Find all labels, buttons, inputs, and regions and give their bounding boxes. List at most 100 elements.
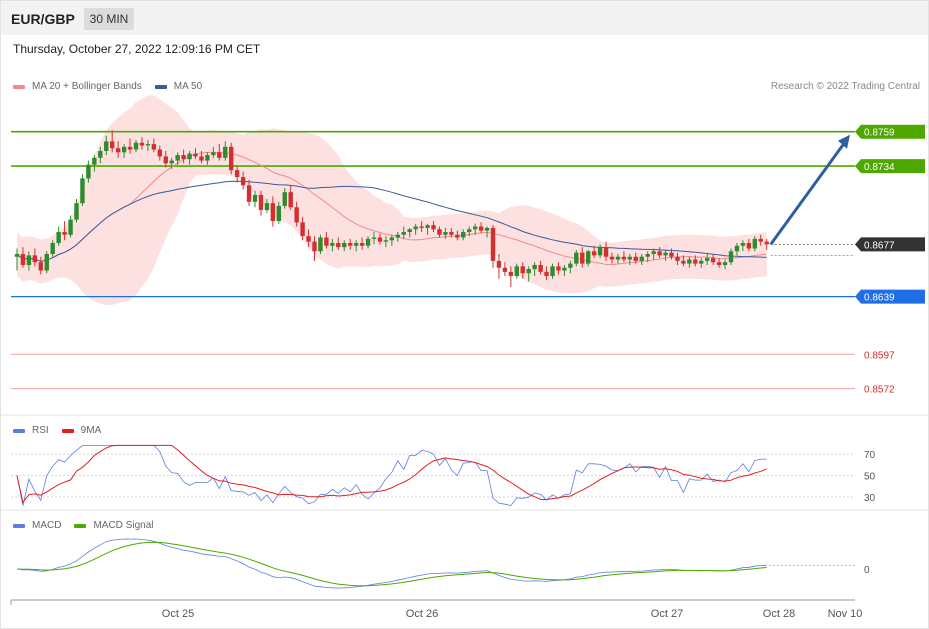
candle bbox=[764, 238, 769, 250]
candle-body bbox=[14, 254, 20, 257]
candle bbox=[467, 226, 472, 237]
candle bbox=[520, 262, 525, 279]
candle-body bbox=[443, 232, 448, 235]
candle-body bbox=[639, 256, 644, 261]
candle-body bbox=[62, 232, 67, 235]
macd-swatch bbox=[13, 523, 25, 528]
candle bbox=[56, 226, 61, 246]
candle bbox=[586, 249, 591, 267]
candles[interactable] bbox=[14, 130, 769, 287]
candle-body bbox=[92, 157, 97, 165]
candle-body bbox=[544, 271, 549, 276]
x-tick-label: Oct 25 bbox=[162, 608, 194, 620]
support_strong-level-tag bbox=[855, 289, 925, 304]
copyright: Research © 2022 Trading Central bbox=[770, 81, 920, 92]
candle bbox=[240, 171, 246, 190]
candle bbox=[395, 232, 400, 242]
candle bbox=[627, 254, 633, 265]
candle-body bbox=[597, 247, 603, 256]
candle bbox=[342, 240, 347, 252]
candle bbox=[425, 223, 430, 235]
candle-body bbox=[157, 149, 162, 157]
candle bbox=[80, 174, 85, 206]
candle bbox=[550, 263, 555, 279]
candle-body bbox=[621, 256, 627, 260]
candle bbox=[621, 251, 627, 263]
candle-body bbox=[603, 247, 609, 257]
candle-body bbox=[205, 155, 210, 161]
candle-body bbox=[26, 255, 32, 265]
candle-body bbox=[651, 251, 656, 254]
candle bbox=[294, 201, 299, 227]
candle-body bbox=[663, 252, 668, 256]
candle bbox=[288, 185, 293, 211]
candle-body bbox=[645, 254, 650, 257]
support_strong-level-label: 0.8639 bbox=[864, 293, 895, 304]
candle-body bbox=[38, 262, 43, 271]
candle-body bbox=[348, 243, 353, 246]
candle bbox=[229, 142, 234, 175]
candle-body bbox=[44, 254, 49, 271]
macd-legend: MACD MACD Signal bbox=[13, 520, 153, 531]
rsi-ma-legend-label: 9MA bbox=[80, 425, 102, 436]
candle bbox=[728, 248, 734, 265]
candle bbox=[556, 262, 561, 275]
rsi-ma-line bbox=[16, 444, 767, 504]
rsi-tick-label: 30 bbox=[864, 493, 876, 504]
support_weak-level-label: 0.8572 bbox=[864, 385, 895, 396]
candle bbox=[127, 138, 133, 154]
candle bbox=[211, 146, 216, 158]
candle-body bbox=[20, 254, 26, 265]
candle-body bbox=[80, 178, 85, 204]
candle bbox=[502, 262, 508, 276]
candle bbox=[199, 150, 204, 164]
macd-line bbox=[16, 538, 767, 589]
candle-body bbox=[562, 267, 567, 271]
candle-body bbox=[68, 219, 73, 235]
candle-body bbox=[223, 146, 228, 158]
support_weak-level-label: 0.8597 bbox=[864, 350, 895, 361]
arrow-head bbox=[838, 134, 850, 149]
candle bbox=[365, 236, 371, 249]
candle-body bbox=[139, 142, 145, 146]
candle-body bbox=[467, 229, 472, 233]
candle bbox=[187, 150, 192, 165]
candle bbox=[758, 234, 763, 246]
candle-body bbox=[764, 241, 769, 245]
candle-body bbox=[580, 252, 585, 264]
candle-body bbox=[526, 269, 531, 274]
candle-body bbox=[377, 237, 383, 242]
candle-body bbox=[98, 150, 103, 158]
candle-body bbox=[609, 256, 615, 260]
candle-body bbox=[633, 256, 638, 261]
candle-body bbox=[746, 243, 752, 249]
candle-body bbox=[32, 255, 38, 263]
candle-body bbox=[270, 203, 276, 222]
candle-body bbox=[306, 236, 311, 242]
candle bbox=[252, 190, 258, 208]
candle bbox=[169, 157, 174, 169]
candle-body bbox=[229, 146, 234, 171]
candle bbox=[472, 223, 478, 235]
candle bbox=[324, 232, 329, 249]
candle bbox=[669, 248, 674, 260]
candle bbox=[377, 233, 383, 245]
candle-body bbox=[425, 225, 430, 228]
ma50-legend-label: MA 50 bbox=[173, 81, 203, 92]
symbol-title: EUR/GBP bbox=[11, 11, 75, 27]
candle-body bbox=[258, 194, 264, 211]
rsi-tick-label: 50 bbox=[864, 472, 876, 483]
candle-body bbox=[437, 229, 442, 235]
candle bbox=[217, 144, 222, 161]
timeframe-button[interactable]: 30 MIN bbox=[84, 8, 134, 30]
candle-body bbox=[556, 266, 561, 271]
candle-body bbox=[740, 243, 746, 246]
candle bbox=[104, 135, 109, 156]
candle bbox=[705, 254, 710, 265]
candle bbox=[496, 254, 502, 279]
candle bbox=[264, 199, 270, 213]
current-price-tag bbox=[855, 237, 925, 252]
candle bbox=[449, 227, 454, 238]
candle bbox=[26, 251, 32, 271]
